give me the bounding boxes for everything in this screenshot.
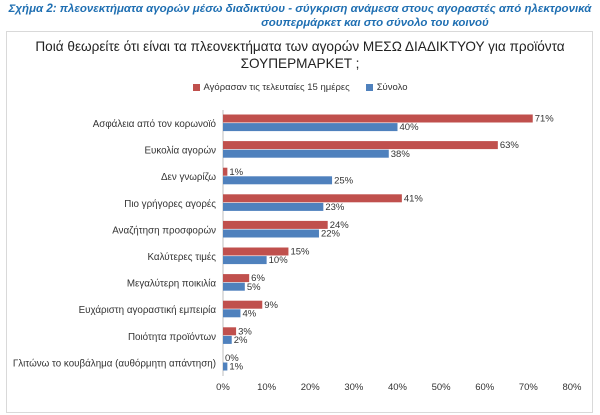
category-label: Καλύτερες τιμές bbox=[147, 252, 216, 263]
chart-title-line-1: Ποιά θεωρείτε ότι είναι τα πλεονεκτήματα… bbox=[35, 39, 565, 54]
chart-title-line-2: ΣΟΥΠΕΡΜΑΡΚΕΤ ; bbox=[240, 56, 360, 71]
data-label: 23% bbox=[325, 202, 345, 213]
data-label: 6% bbox=[251, 273, 265, 284]
bar-total bbox=[223, 176, 333, 185]
x-tick-label: 70% bbox=[519, 382, 539, 393]
bar-recent-buyers bbox=[223, 247, 289, 256]
bar-total bbox=[223, 149, 389, 158]
bar-total bbox=[223, 362, 228, 371]
bar-recent-buyers bbox=[223, 114, 533, 123]
legend-swatch-recent-buyers bbox=[192, 84, 200, 91]
data-label: 10% bbox=[269, 255, 289, 266]
bar-total bbox=[223, 335, 232, 344]
data-label: 3% bbox=[238, 326, 252, 337]
bar-recent-buyers bbox=[223, 327, 237, 336]
data-label: 15% bbox=[290, 247, 310, 258]
legend-item-recent-buyers: Αγόρασαν τις τελευταίες 15 ημέρες bbox=[192, 82, 350, 93]
bar-recent-buyers bbox=[223, 220, 328, 229]
data-label: 41% bbox=[404, 193, 424, 204]
data-label: 9% bbox=[264, 300, 278, 311]
bar-recent-buyers bbox=[223, 141, 498, 150]
data-label: 0% bbox=[225, 353, 239, 364]
category-label: Ποιότητα προϊόντων bbox=[128, 332, 216, 343]
data-label: 24% bbox=[330, 220, 350, 231]
chart-title: Ποιά θεωρείτε ότι είναι τα πλεονεκτήματα… bbox=[0, 38, 600, 72]
data-label: 4% bbox=[242, 308, 256, 319]
x-tick-label: 10% bbox=[257, 382, 277, 393]
bar-recent-buyers bbox=[223, 167, 228, 176]
legend-label-total: Σύνολο bbox=[376, 82, 408, 93]
data-label: 5% bbox=[247, 282, 261, 293]
category-label: Δεν γνωρίζω bbox=[161, 172, 216, 183]
data-label: 38% bbox=[391, 149, 411, 160]
data-label: 1% bbox=[229, 362, 243, 373]
category-label: Πιο γρήγορες αγορές bbox=[124, 199, 216, 210]
legend-swatch-total bbox=[365, 84, 373, 91]
data-label: 2% bbox=[234, 335, 248, 346]
legend-label-recent-buyers: Αγόρασαν τις τελευταίες 15 ημέρες bbox=[203, 82, 350, 93]
caption-line-1: Σχήμα 2: πλεονεκτήματα αγορών μέσω διαδι… bbox=[8, 3, 592, 15]
bar-total bbox=[223, 123, 398, 132]
x-tick-label: 60% bbox=[475, 382, 495, 393]
data-label: 22% bbox=[321, 229, 341, 240]
x-tick-label: 40% bbox=[388, 382, 408, 393]
data-label: 71% bbox=[535, 114, 555, 125]
bar-recent-buyers bbox=[223, 274, 250, 283]
bar-total bbox=[223, 282, 245, 291]
data-label: 63% bbox=[500, 140, 520, 151]
category-label: Ευχάριστη αγοραστική εμπειρία bbox=[79, 305, 217, 316]
data-label: 25% bbox=[334, 175, 354, 186]
category-label: Ευκολία αγορών bbox=[144, 146, 216, 157]
bar-total bbox=[223, 202, 324, 211]
x-tick-label: 20% bbox=[301, 382, 321, 393]
bar-recent-buyers bbox=[223, 194, 402, 203]
category-label: Μεγαλύτερη ποικιλία bbox=[127, 279, 216, 290]
chart-legend: Αγόρασαν τις τελευταίες 15 ημέρες Σύνολο bbox=[0, 82, 600, 93]
caption-line-2: σουπερμάρκετ και στο σύνολο του κοινού bbox=[261, 17, 489, 29]
data-label: 1% bbox=[229, 167, 243, 178]
category-label: Γλιτώνω το κουβάλημα (αυθόρμητη απάντηση… bbox=[13, 358, 216, 369]
category-label: Αναζήτηση προσφορών bbox=[112, 225, 216, 236]
x-tick-label: 30% bbox=[344, 382, 364, 393]
figure-caption: Σχήμα 2: πλεονεκτήματα αγορών μέσω διαδι… bbox=[0, 2, 600, 30]
bar-total bbox=[223, 256, 267, 265]
bar-total bbox=[223, 309, 241, 318]
category-label: Ασφάλεια από τον κορωνοϊό bbox=[93, 119, 217, 130]
x-tick-label: 50% bbox=[432, 382, 452, 393]
x-tick-label: 80% bbox=[562, 382, 582, 393]
legend-item-total: Σύνολο bbox=[365, 82, 408, 93]
x-tick-label: 0% bbox=[216, 382, 230, 393]
data-label: 40% bbox=[400, 122, 420, 133]
bar-recent-buyers bbox=[223, 300, 263, 309]
bar-total bbox=[223, 229, 319, 238]
